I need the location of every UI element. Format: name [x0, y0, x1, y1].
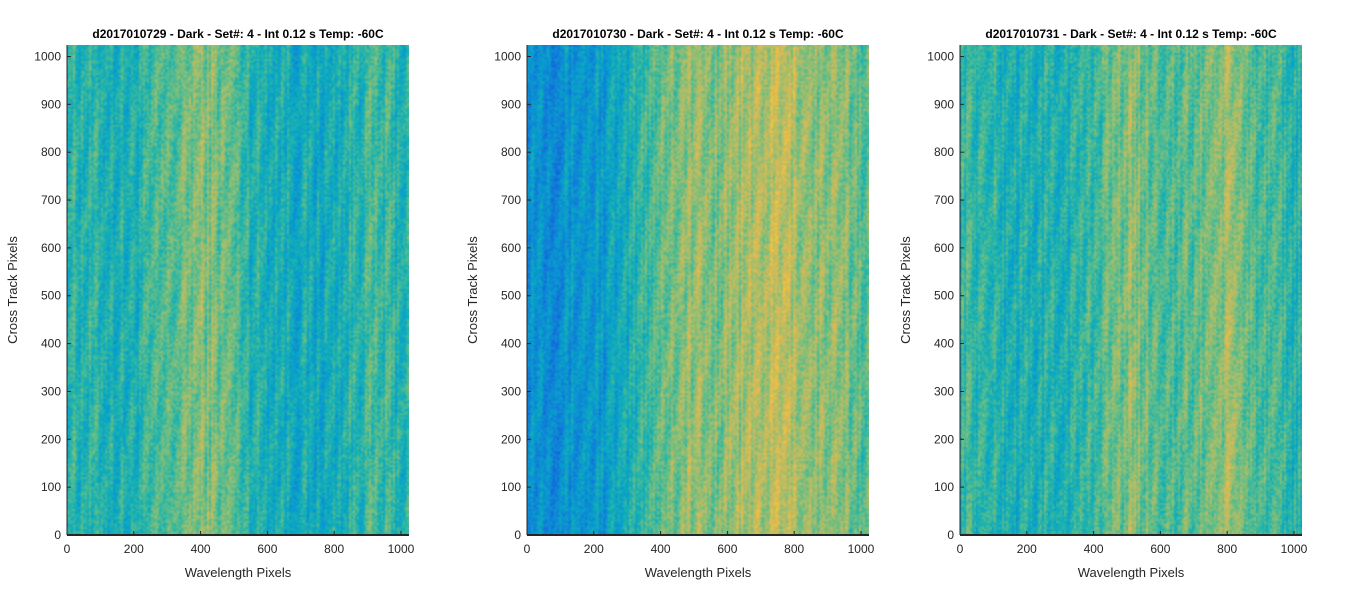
y-tick-label: 600 — [934, 241, 954, 255]
chart-title: d2017010731 - Dark - Set#: 4 - Int 0.12 … — [985, 27, 1277, 41]
x-tick-label: 800 — [784, 542, 804, 556]
heatmap-image — [527, 45, 869, 535]
x-axis-label: Wavelength Pixels — [645, 565, 752, 580]
y-tick-label: 1000 — [494, 49, 521, 63]
heatmap-image — [67, 45, 409, 535]
x-tick-label: 1000 — [1281, 542, 1308, 556]
y-tick-label: 800 — [41, 145, 61, 159]
x-tick-label: 600 — [257, 542, 277, 556]
y-tick-label: 300 — [934, 384, 954, 398]
y-tick-label: 0 — [54, 528, 61, 542]
y-tick-label: 200 — [41, 432, 61, 446]
x-axis-label: Wavelength Pixels — [185, 565, 292, 580]
y-tick-label: 600 — [41, 241, 61, 255]
y-axis-label: Cross Track Pixels — [465, 236, 480, 344]
y-tick-label: 300 — [501, 384, 521, 398]
y-tick-label: 900 — [41, 97, 61, 111]
x-tick-label: 400 — [191, 542, 211, 556]
x-tick-label: 600 — [1150, 542, 1170, 556]
x-tick-label: 200 — [124, 542, 144, 556]
chart-title: d2017010730 - Dark - Set#: 4 - Int 0.12 … — [552, 27, 844, 41]
x-tick-label: 0 — [524, 542, 531, 556]
y-tick-label: 400 — [501, 337, 521, 351]
y-tick-label: 1000 — [34, 49, 61, 63]
y-tick-label: 900 — [501, 97, 521, 111]
heatmap-panel-3: 0 200 400 600 800 1000 0 100 200 300 400 500 600 700 8… — [898, 27, 1308, 580]
y-tick-label: 600 — [501, 241, 521, 255]
x-tick-label: 0 — [957, 542, 964, 556]
x-tick-label: 1000 — [848, 542, 875, 556]
y-tick-label: 0 — [947, 528, 954, 542]
y-tick-label: 100 — [934, 480, 954, 494]
y-tick-label: 500 — [41, 289, 61, 303]
heatmap-image — [960, 45, 1302, 535]
y-tick-label: 500 — [501, 289, 521, 303]
x-tick-label: 600 — [717, 542, 737, 556]
y-tick-label: 700 — [934, 193, 954, 207]
x-tick-label: 200 — [584, 542, 604, 556]
x-axis-label: Wavelength Pixels — [1078, 565, 1185, 580]
y-tick-label: 800 — [501, 145, 521, 159]
x-tick-label: 200 — [1017, 542, 1037, 556]
y-axis-label: Cross Track Pixels — [5, 236, 20, 344]
y-tick-label: 800 — [934, 145, 954, 159]
y-tick-label: 200 — [501, 432, 521, 446]
y-tick-label: 300 — [41, 384, 61, 398]
y-tick-label: 0 — [514, 528, 521, 542]
x-tick-label: 800 — [1217, 542, 1237, 556]
y-axis-label: Cross Track Pixels — [898, 236, 913, 344]
chart-title: d2017010729 - Dark - Set#: 4 - Int 0.12 … — [92, 27, 384, 41]
y-tick-label: 100 — [41, 480, 61, 494]
y-tick-label: 400 — [41, 337, 61, 351]
x-tick-label: 400 — [1084, 542, 1104, 556]
y-tick-label: 700 — [501, 193, 521, 207]
heatmap-panel-2: 0 200 400 600 800 1000 0 100 200 300 400 500 600 700 8… — [465, 27, 875, 580]
y-tick-label: 900 — [934, 97, 954, 111]
x-tick-label: 800 — [324, 542, 344, 556]
x-tick-label: 400 — [651, 542, 671, 556]
y-tick-label: 200 — [934, 432, 954, 446]
y-tick-label: 100 — [501, 480, 521, 494]
y-tick-label: 500 — [934, 289, 954, 303]
x-tick-label: 1000 — [388, 542, 415, 556]
y-tick-label: 700 — [41, 193, 61, 207]
y-tick-label: 400 — [934, 337, 954, 351]
heatmap-panel-1: 0 200 400 600 800 1000 0 100 200 300 400 500 600 700 8… — [5, 27, 415, 580]
y-tick-label: 1000 — [927, 49, 954, 63]
x-tick-label: 0 — [64, 542, 71, 556]
